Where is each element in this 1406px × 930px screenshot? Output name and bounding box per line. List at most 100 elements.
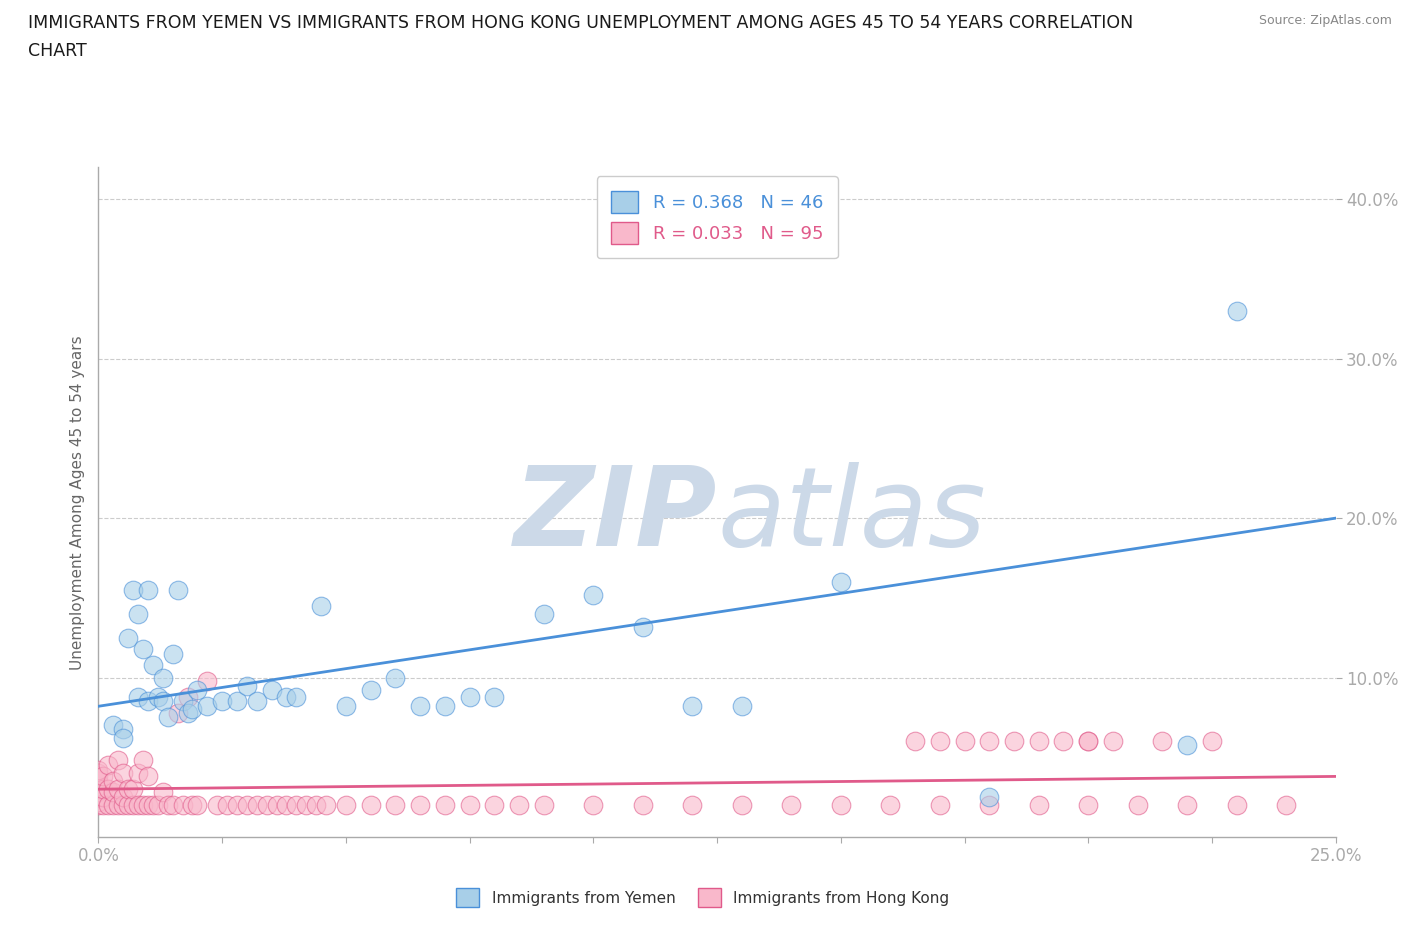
Point	[181, 798, 204, 813]
Point	[142, 798, 165, 813]
Point	[285, 798, 308, 813]
Point	[309, 598, 332, 613]
Point	[979, 790, 1001, 804]
Point	[260, 683, 283, 698]
Point	[1226, 303, 1249, 318]
Point	[176, 705, 198, 720]
Point	[360, 798, 382, 813]
Point	[93, 798, 115, 813]
Legend: R = 0.368   N = 46, R = 0.033   N = 95: R = 0.368 N = 46, R = 0.033 N = 95	[596, 177, 838, 259]
Point	[87, 798, 110, 813]
Point	[582, 798, 605, 813]
Point	[928, 798, 950, 813]
Point	[276, 798, 298, 813]
Point	[1201, 734, 1223, 749]
Point	[409, 798, 432, 813]
Point	[360, 683, 382, 698]
Point	[107, 798, 129, 813]
Text: IMMIGRANTS FROM YEMEN VS IMMIGRANTS FROM HONG KONG UNEMPLOYMENT AMONG AGES 45 TO: IMMIGRANTS FROM YEMEN VS IMMIGRANTS FROM…	[28, 14, 1133, 32]
Point	[276, 689, 298, 704]
Point	[205, 798, 228, 813]
Point	[979, 798, 1001, 813]
Point	[107, 782, 129, 797]
Point	[127, 798, 149, 813]
Point	[217, 798, 239, 813]
Point	[1126, 798, 1149, 813]
Point	[87, 763, 110, 777]
Point	[103, 798, 125, 813]
Point	[103, 718, 125, 733]
Point	[195, 698, 218, 713]
Point	[830, 575, 852, 590]
Point	[87, 778, 110, 793]
Point	[107, 753, 129, 768]
Point	[172, 694, 194, 709]
Point	[409, 698, 432, 713]
Point	[1175, 737, 1198, 752]
Point	[1002, 734, 1025, 749]
Point	[195, 673, 218, 688]
Point	[1077, 798, 1099, 813]
Point	[484, 798, 506, 813]
Point	[136, 694, 159, 709]
Point	[176, 689, 198, 704]
Point	[681, 798, 703, 813]
Point	[295, 798, 318, 813]
Point	[87, 790, 110, 804]
Point	[117, 782, 139, 797]
Point	[246, 694, 269, 709]
Legend: Immigrants from Yemen, Immigrants from Hong Kong: Immigrants from Yemen, Immigrants from H…	[450, 883, 956, 913]
Point	[166, 705, 188, 720]
Point	[335, 798, 357, 813]
Point	[127, 606, 149, 621]
Point	[166, 582, 188, 597]
Point	[136, 798, 159, 813]
Point	[953, 734, 976, 749]
Point	[132, 798, 155, 813]
Y-axis label: Unemployment Among Ages 45 to 54 years: Unemployment Among Ages 45 to 54 years	[69, 335, 84, 670]
Point	[127, 689, 149, 704]
Point	[315, 798, 337, 813]
Point	[112, 790, 135, 804]
Text: Source: ZipAtlas.com: Source: ZipAtlas.com	[1258, 14, 1392, 27]
Point	[266, 798, 288, 813]
Point	[117, 798, 139, 813]
Point	[87, 782, 110, 797]
Point	[508, 798, 530, 813]
Point	[681, 698, 703, 713]
Point	[132, 642, 155, 657]
Point	[1077, 734, 1099, 749]
Point	[631, 619, 654, 634]
Point	[112, 765, 135, 780]
Point	[285, 689, 308, 704]
Point	[136, 582, 159, 597]
Point	[226, 694, 249, 709]
Point	[142, 658, 165, 672]
Point	[211, 694, 233, 709]
Point	[127, 765, 149, 780]
Point	[152, 694, 174, 709]
Point	[335, 698, 357, 713]
Point	[384, 798, 406, 813]
Point	[631, 798, 654, 813]
Point	[186, 798, 208, 813]
Point	[103, 785, 125, 800]
Text: atlas: atlas	[717, 462, 986, 569]
Point	[146, 689, 169, 704]
Text: ZIP: ZIP	[513, 462, 717, 569]
Point	[87, 774, 110, 789]
Point	[731, 798, 754, 813]
Point	[93, 790, 115, 804]
Point	[132, 753, 155, 768]
Point	[582, 587, 605, 602]
Point	[1275, 798, 1298, 813]
Point	[112, 721, 135, 736]
Point	[731, 698, 754, 713]
Point	[156, 798, 179, 813]
Point	[97, 782, 120, 797]
Point	[1152, 734, 1174, 749]
Point	[1028, 798, 1050, 813]
Point	[122, 582, 145, 597]
Point	[146, 798, 169, 813]
Point	[533, 606, 555, 621]
